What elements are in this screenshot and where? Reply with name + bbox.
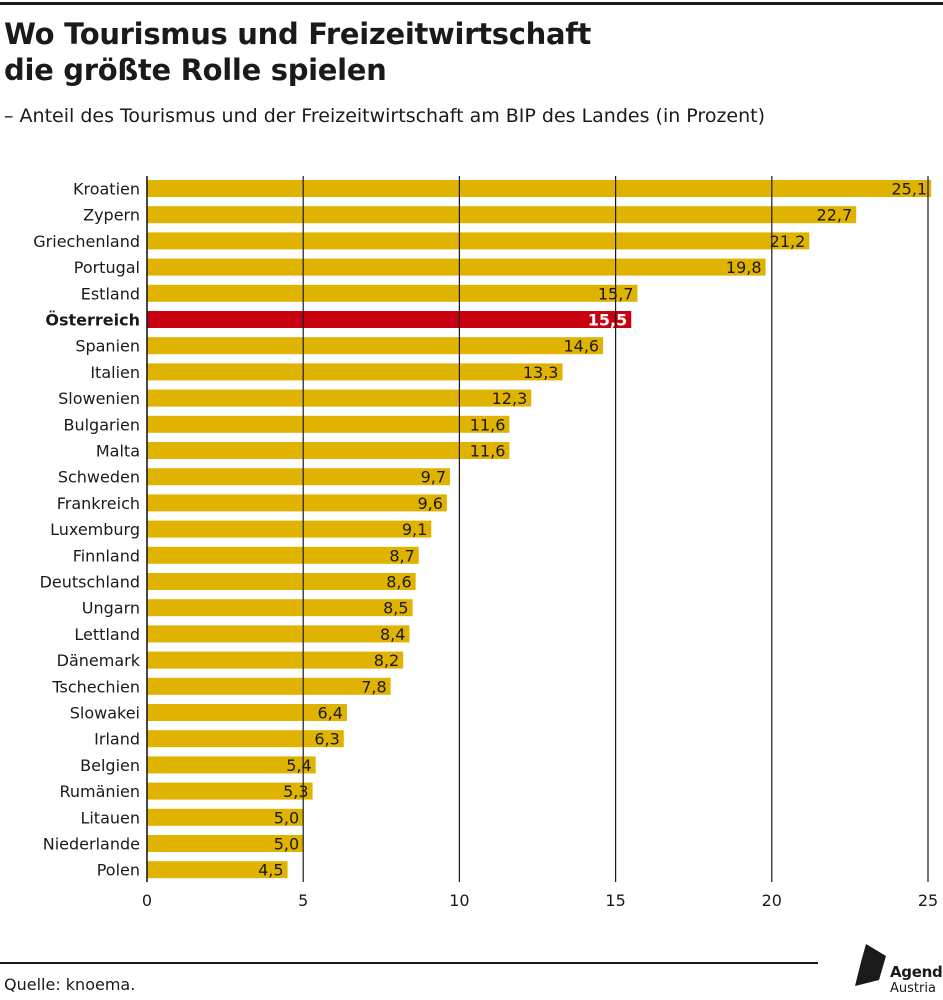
data-label: 19,8: [726, 258, 762, 277]
data-label: 8,5: [383, 599, 408, 618]
logo-text-austria: Austria: [890, 981, 936, 996]
data-label: 8,7: [389, 546, 414, 565]
data-label: 5,0: [274, 808, 299, 827]
data-label: 8,6: [386, 573, 411, 592]
top-rule: [0, 2, 943, 5]
title-line-1: Wo Tourismus und Freizeitwirtschaft: [4, 17, 592, 51]
category-label: Zypern: [83, 206, 140, 225]
bar: [147, 337, 604, 355]
x-tick-label: 5: [298, 891, 308, 910]
bar: [147, 442, 510, 459]
category-label: Italien: [90, 363, 140, 382]
logo-mark-icon: [855, 944, 886, 986]
bar: [147, 704, 347, 721]
agenda-austria-logo: Agenda Austria: [852, 938, 943, 998]
data-label: 5,4: [286, 756, 311, 775]
data-label: 7,8: [361, 677, 386, 696]
category-label: Schweden: [58, 468, 140, 487]
category-label: Rumänien: [60, 782, 141, 801]
category-label: Malta: [96, 442, 140, 461]
category-label: Lettland: [74, 625, 140, 644]
bar: [147, 861, 288, 879]
bar: [147, 258, 766, 276]
bar: [147, 835, 304, 852]
category-label: Ungarn: [82, 599, 140, 618]
category-label: Litauen: [80, 808, 140, 827]
x-tick-label: 10: [449, 891, 469, 910]
category-label: Tschechien: [51, 677, 140, 696]
bar: [147, 546, 419, 564]
category-label: Niederlande: [43, 835, 140, 854]
data-label: 4,5: [258, 861, 283, 880]
bar: [147, 677, 391, 695]
data-label: 11,6: [470, 415, 506, 434]
bar: [147, 808, 304, 826]
bar: [147, 651, 404, 669]
bar: [147, 311, 632, 328]
category-label: Slowakei: [70, 704, 140, 723]
data-label: 6,4: [317, 704, 342, 723]
category-label: Bulgarien: [63, 415, 140, 434]
category-label: Griechenland: [33, 232, 140, 251]
category-label: Estland: [81, 284, 140, 303]
bar-chart: Kroatien 25,1 Zypern 22,7 Griechenland 21,2 Po…: [33, 176, 938, 910]
category-label: Frankreich: [57, 494, 140, 513]
category-label: Polen: [97, 861, 140, 880]
data-label: 25,1: [891, 180, 927, 199]
source-note: Quelle: knoema.: [4, 975, 136, 994]
category-label: Dänemark: [57, 651, 141, 670]
bar: [147, 468, 451, 486]
category-label: Belgien: [80, 756, 140, 775]
bar: [147, 180, 932, 197]
data-label: 21,2: [770, 232, 806, 251]
category-label: Kroatien: [73, 180, 140, 199]
bar: [147, 756, 316, 774]
bar: [147, 415, 510, 433]
data-label: 8,4: [380, 625, 405, 644]
data-label: 5,3: [283, 782, 308, 801]
chart-title: Wo Tourismus und Freizeitwirtschaft die …: [4, 16, 591, 88]
bar: [147, 284, 638, 302]
data-label: 5,0: [274, 835, 299, 854]
bar: [147, 782, 313, 800]
bar: [147, 389, 532, 407]
data-label: 8,2: [374, 651, 399, 670]
bar: [147, 573, 416, 590]
category-label: Österreich: [45, 311, 140, 330]
data-label: 11,6: [470, 442, 506, 461]
bar: [147, 232, 810, 250]
data-label: 22,7: [817, 206, 853, 225]
category-label: Slowenien: [58, 389, 140, 408]
bar: [147, 520, 432, 538]
x-tick-label: 20: [762, 891, 782, 910]
x-tick-label: 0: [142, 891, 152, 910]
logo-text-agenda: Agenda: [890, 963, 943, 981]
x-tick-label: 25: [918, 891, 938, 910]
title-line-2: die größte Rolle spielen: [4, 53, 387, 87]
bar: [147, 625, 410, 643]
data-label: 9,6: [417, 494, 442, 513]
category-label: Portugal: [74, 258, 140, 277]
bar: [147, 494, 447, 512]
data-label: 13,3: [523, 363, 559, 382]
bar: [147, 363, 563, 381]
bar: [147, 730, 344, 748]
footer-rule: [0, 962, 818, 964]
category-label: Finnland: [73, 546, 140, 565]
data-label: 12,3: [492, 389, 528, 408]
data-label: 9,7: [421, 468, 446, 487]
chart-subtitle: – Anteil des Tourismus und der Freizeitw…: [4, 105, 766, 127]
data-label: 6,3: [314, 730, 339, 749]
bar: [147, 599, 413, 617]
category-label: Spanien: [75, 337, 140, 356]
data-label: 15,5: [588, 311, 627, 330]
bar: [147, 206, 857, 224]
data-label: 14,6: [563, 337, 599, 356]
category-label: Luxemburg: [50, 520, 140, 539]
data-label: 9,1: [402, 520, 427, 539]
category-label: Deutschland: [40, 573, 140, 592]
category-label: Irland: [94, 730, 140, 749]
x-tick-label: 15: [605, 891, 625, 910]
